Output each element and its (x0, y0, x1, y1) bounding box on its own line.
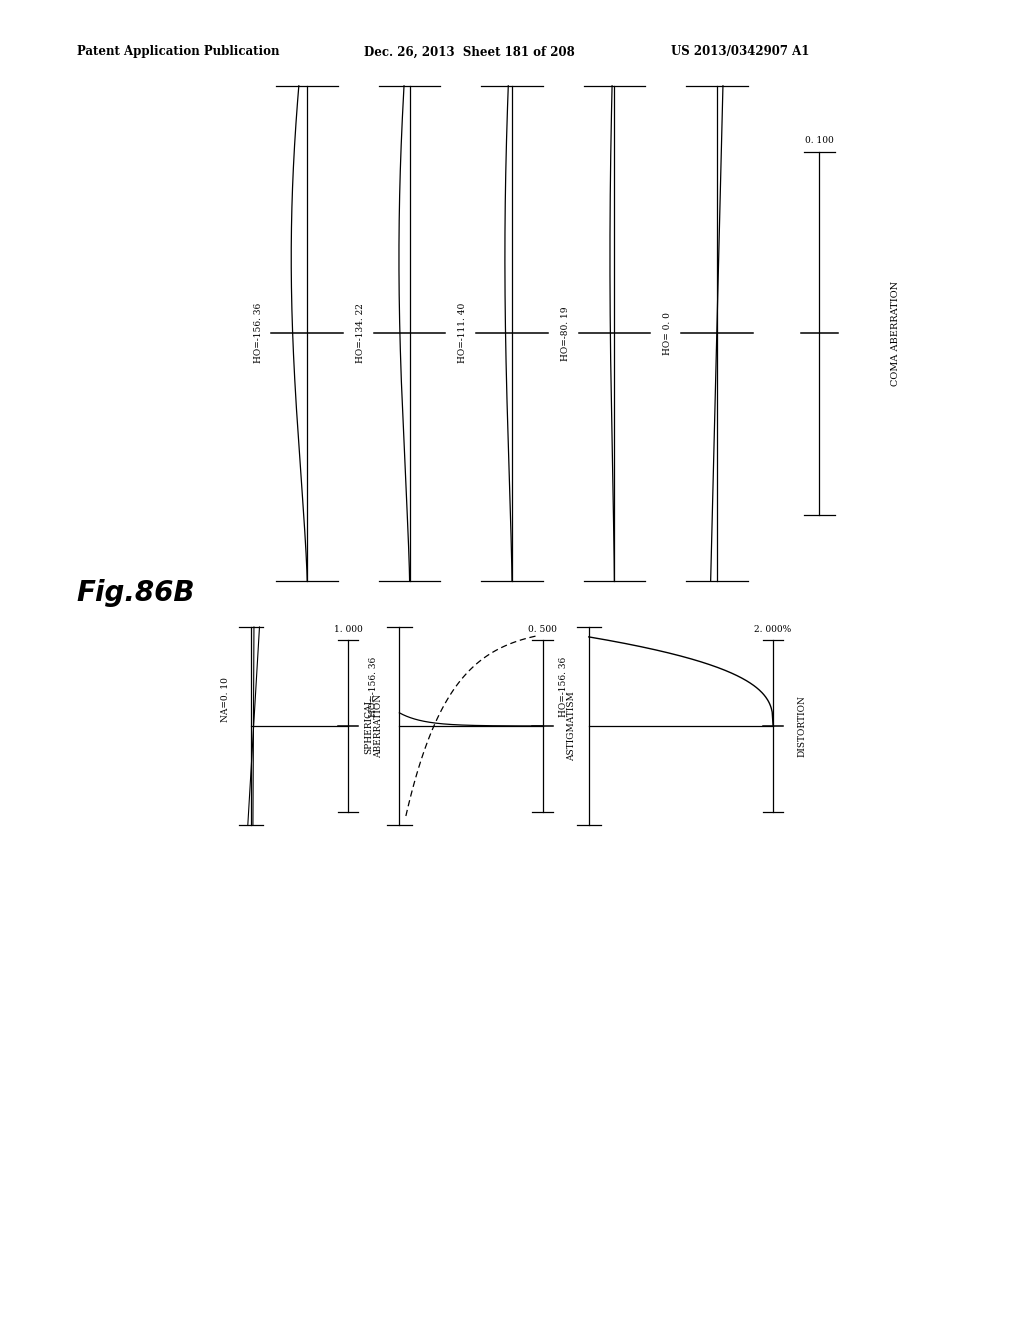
Text: COMA ABERRATION: COMA ABERRATION (892, 281, 900, 385)
Text: HO=-156. 36: HO=-156. 36 (370, 656, 378, 717)
Text: 2. 000%: 2. 000% (755, 624, 792, 634)
Text: Patent Application Publication: Patent Application Publication (77, 45, 280, 58)
Text: 0. 100: 0. 100 (805, 136, 834, 145)
Text: HO=-111. 40: HO=-111. 40 (459, 304, 467, 363)
Text: Fig.86B: Fig.86B (77, 578, 196, 607)
Text: US 2013/0342907 A1: US 2013/0342907 A1 (671, 45, 809, 58)
Text: HO=-156. 36: HO=-156. 36 (254, 304, 262, 363)
Text: HO=-80. 19: HO=-80. 19 (561, 306, 569, 360)
Text: HO=-156. 36: HO=-156. 36 (559, 656, 567, 717)
Text: HO= 0. 0: HO= 0. 0 (664, 312, 672, 355)
Text: Dec. 26, 2013  Sheet 181 of 208: Dec. 26, 2013 Sheet 181 of 208 (364, 45, 574, 58)
Text: SPHERICAL
ABERRATION: SPHERICAL ABERRATION (365, 694, 383, 758)
Text: 0. 500: 0. 500 (528, 624, 557, 634)
Text: ASTIGMATISM: ASTIGMATISM (567, 692, 575, 760)
Text: 1. 000: 1. 000 (334, 624, 362, 634)
Text: HO=-134. 22: HO=-134. 22 (356, 304, 365, 363)
Text: DISTORTION: DISTORTION (798, 696, 806, 756)
Text: NA=0. 10: NA=0. 10 (221, 677, 229, 722)
